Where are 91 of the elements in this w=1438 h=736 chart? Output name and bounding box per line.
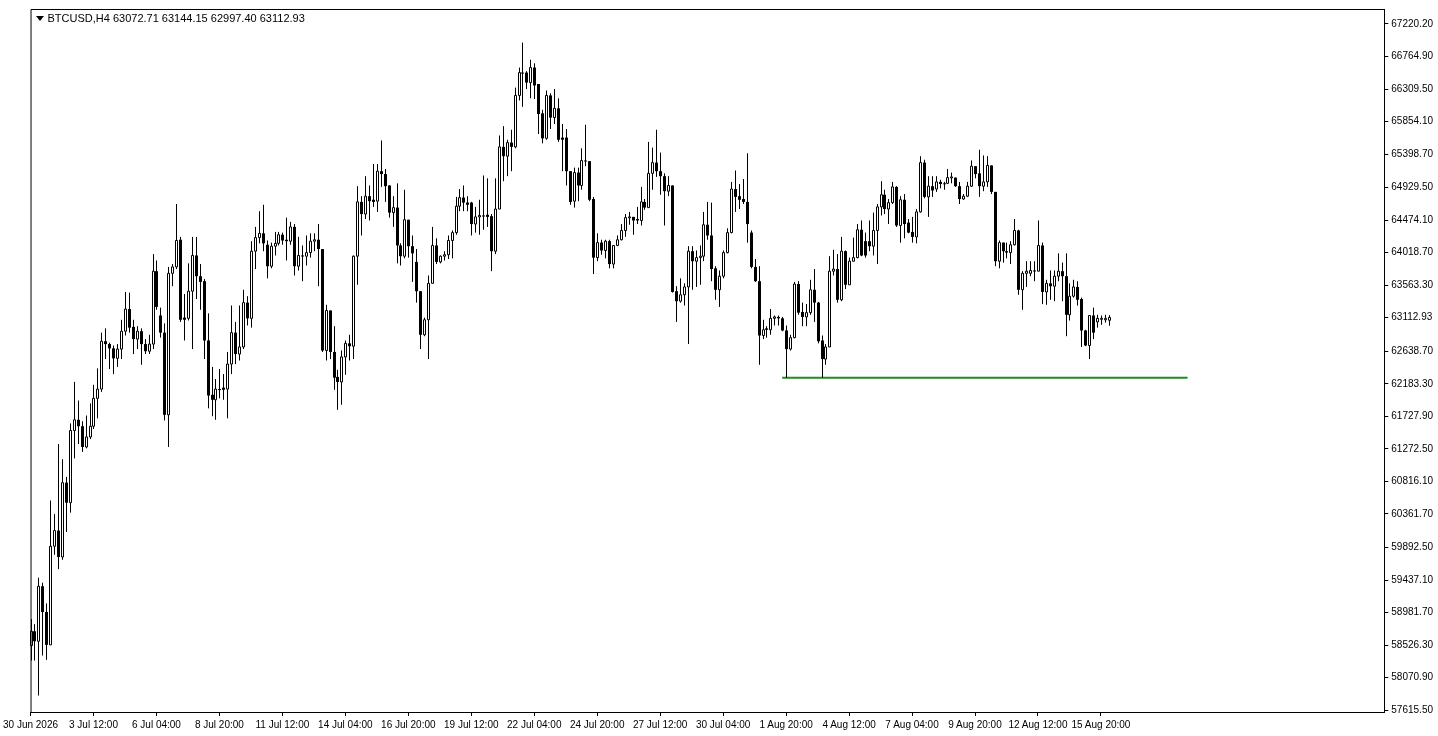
x-tick-label: 12 Aug 12:00 [1008, 718, 1068, 730]
candlestick [77, 400, 80, 445]
y-tick-label: 66309.50 [1391, 82, 1434, 94]
candlestick [112, 345, 115, 375]
candlestick [868, 219, 871, 252]
candlestick [573, 167, 576, 209]
y-tick-label: 59437.10 [1391, 573, 1434, 585]
x-tick-label: 30 Jul 04:00 [695, 718, 751, 730]
candlestick [691, 245, 694, 291]
x-tick-label: 16 Jul 20:00 [381, 718, 436, 730]
y-tick-label: 67220.20 [1391, 17, 1434, 29]
candlestick [191, 236, 194, 350]
y-tick-label: 60361.70 [1391, 507, 1434, 519]
candlestick [663, 172, 666, 226]
y-tick-label: 58526.30 [1391, 638, 1434, 650]
x-tick-label: 22 Jul 04:00 [507, 718, 562, 730]
x-tick-label: 19 Jul 12:00 [444, 718, 499, 730]
x-tick-label: 24 Jul 20:00 [569, 718, 625, 730]
candlestick [608, 239, 611, 269]
candlestick [1061, 262, 1064, 302]
candlestick [368, 184, 371, 221]
candlestick [262, 204, 265, 252]
candlestick [659, 152, 662, 196]
y-tick-label: 58981.70 [1391, 606, 1434, 618]
x-tick-label: 27 Jul 12:00 [632, 718, 688, 730]
candlestick [785, 324, 788, 379]
candlestick [1088, 314, 1091, 360]
y-tick-label: 64929.50 [1391, 181, 1434, 193]
y-tick-label: 58070.90 [1391, 671, 1434, 683]
y-tick-label: 66764.90 [1391, 50, 1434, 62]
candlestick [695, 249, 698, 288]
candlestick [982, 154, 985, 192]
candlestick [506, 139, 509, 177]
candlestick [238, 304, 241, 361]
candlestick [317, 223, 320, 287]
candlestick [655, 129, 658, 178]
x-tick-label: 11 Jul 12:00 [255, 718, 310, 730]
x-tick-label: 9 Aug 20:00 [948, 718, 1003, 730]
candlestick [470, 201, 473, 236]
candlestick [813, 268, 816, 323]
candlestick [1049, 269, 1052, 301]
candlestick [234, 321, 237, 365]
candlestick [305, 234, 308, 266]
y-tick-label: 61727.90 [1391, 410, 1434, 422]
candlestick [403, 189, 406, 259]
candlestick [474, 206, 477, 234]
x-tick-label: 1 Aug 20:00 [759, 718, 814, 730]
candlestick [738, 183, 741, 210]
x-tick-label: 3 Jul 12:00 [69, 718, 119, 730]
x-tick-label: 15 Aug 20:00 [1071, 718, 1131, 730]
candlestick [482, 174, 485, 231]
candlestick [679, 277, 682, 304]
candlestick [931, 175, 934, 198]
y-tick-label: 59892.50 [1391, 541, 1434, 553]
y-tick-label: 60816.10 [1391, 475, 1434, 487]
y-tick-label: 62183.30 [1391, 377, 1434, 389]
candlestick [742, 178, 745, 205]
candlestick [218, 368, 221, 399]
candlestick [958, 181, 961, 205]
candlestick [81, 420, 84, 453]
candlestick [266, 239, 269, 279]
candlestick [301, 244, 304, 282]
x-tick-label: 4 Aug 12:00 [822, 718, 877, 730]
candlestick [140, 327, 143, 366]
candlestick [746, 152, 749, 244]
y-tick-label: 65398.70 [1391, 147, 1434, 159]
candlestick [108, 342, 111, 370]
y-tick-label: 64474.10 [1391, 213, 1434, 225]
candlestick [462, 184, 465, 212]
y-tick-label: 62638.70 [1391, 345, 1434, 357]
candlestick [864, 232, 867, 259]
x-tick-label: 14 Jul 04:00 [318, 718, 374, 730]
y-tick-label: 63112.93 [1391, 311, 1433, 323]
candlestick [754, 258, 757, 283]
x-tick-label: 7 Aug 04:00 [885, 718, 940, 730]
y-tick-label: 64018.70 [1391, 246, 1434, 258]
x-tick-label: 6 Jul 04:00 [131, 718, 182, 730]
y-tick-label: 63563.30 [1391, 279, 1434, 290]
y-tick-label: 65854.10 [1391, 115, 1434, 127]
candlestick [159, 307, 162, 339]
y-tick-label: 61272.50 [1391, 442, 1434, 454]
candlestick [521, 42, 524, 108]
chart-title: BTCUSD,H4 63072.71 63144.15 62997.40 63112.93 [47, 12, 305, 24]
x-tick-label: 30 Jun 2026 [2, 718, 59, 730]
candlestick [411, 234, 414, 283]
candlestick [372, 163, 375, 208]
x-tick-label: 8 Jul 20:00 [194, 718, 245, 730]
y-tick-label: 57615.50 [1391, 703, 1434, 715]
candlestick [195, 236, 198, 300]
candlestick [624, 213, 627, 238]
candlestick [978, 149, 981, 198]
